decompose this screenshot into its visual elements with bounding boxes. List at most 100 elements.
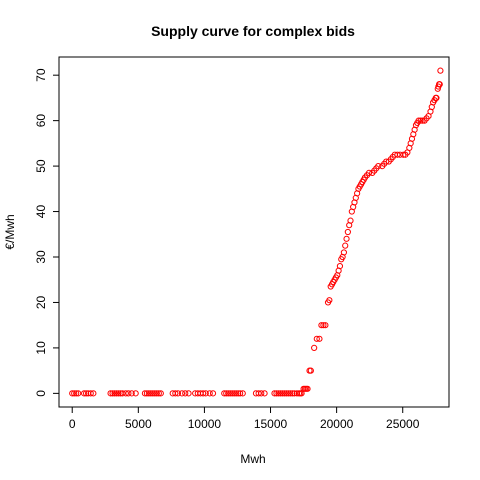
- data-point: [174, 390, 182, 397]
- data-point: [122, 390, 129, 397]
- data-point: [287, 390, 294, 397]
- data-point: [147, 390, 154, 397]
- data-point: [223, 390, 230, 397]
- data-point: [200, 390, 207, 397]
- data-point: [347, 217, 354, 224]
- data-point: [149, 390, 156, 397]
- data-point: [281, 390, 288, 397]
- data-point: [417, 117, 424, 124]
- data-point: [279, 390, 286, 397]
- data-point: [182, 390, 189, 397]
- data-point: [151, 390, 158, 397]
- data-point: [128, 390, 135, 397]
- data-point: [239, 390, 246, 397]
- data-point: [343, 235, 350, 242]
- data-point: [316, 335, 323, 342]
- data-point: [155, 390, 162, 397]
- data-point: [202, 390, 209, 397]
- y-tick-label: 60: [34, 114, 48, 128]
- data-point: [125, 390, 132, 397]
- data-point: [394, 151, 401, 158]
- data-point: [433, 94, 440, 102]
- data-point: [311, 344, 318, 352]
- data-point: [81, 390, 88, 397]
- data-point: [261, 390, 268, 397]
- data-point: [289, 390, 296, 397]
- y-tick-label: 0: [34, 390, 48, 397]
- data-point: [71, 390, 78, 397]
- x-axis: 0 5000 10000 15000 20000 25000: [69, 406, 420, 431]
- x-tick-label: 25000: [386, 417, 420, 431]
- y-axis-label: €/Mwh: [3, 214, 17, 249]
- data-point: [340, 249, 347, 256]
- data-point: [255, 390, 262, 397]
- data-point: [437, 67, 444, 74]
- x-tick-label: 0: [69, 417, 76, 431]
- x-tick-label: 10000: [188, 417, 222, 431]
- y-tick-label: 50: [34, 159, 48, 173]
- data-point: [83, 390, 90, 397]
- data-point: [75, 390, 82, 397]
- y-axis: 0 10 20 30 40 50 60 70: [34, 68, 60, 397]
- data-point: [375, 162, 382, 170]
- data-point: [107, 390, 114, 397]
- data-point: [322, 322, 329, 329]
- data-point: [145, 390, 152, 397]
- data-point: [285, 390, 292, 397]
- data-point: [365, 169, 373, 177]
- data-point: [318, 322, 325, 329]
- data-point: [304, 385, 311, 392]
- data-point: [141, 390, 149, 397]
- data-point: [69, 390, 76, 397]
- y-tick-label: 70: [34, 68, 48, 82]
- data-point: [143, 390, 151, 397]
- data-point: [313, 335, 320, 342]
- data-point: [235, 390, 242, 397]
- data-point: [271, 390, 278, 397]
- data-points: [69, 67, 444, 397]
- data-point: [115, 390, 122, 397]
- chart-title: Supply curve for complex bids: [151, 23, 355, 39]
- data-point: [209, 390, 217, 397]
- data-point: [111, 390, 118, 397]
- data-point: [277, 390, 284, 397]
- data-point: [185, 390, 192, 397]
- data-point: [233, 390, 240, 397]
- data-point: [227, 390, 234, 397]
- data-point: [273, 390, 280, 397]
- data-point: [178, 390, 186, 397]
- data-point: [344, 228, 351, 236]
- y-tick-label: 30: [34, 250, 48, 264]
- data-point: [87, 390, 94, 397]
- data-point: [157, 390, 164, 397]
- data-point: [221, 390, 228, 397]
- data-point: [225, 390, 232, 397]
- data-point: [90, 390, 97, 397]
- data-point: [206, 390, 213, 397]
- data-point: [336, 262, 344, 270]
- data-point: [326, 297, 333, 304]
- data-point: [172, 390, 179, 397]
- data-point: [153, 390, 160, 397]
- data-point: [307, 367, 314, 374]
- data-point: [132, 390, 139, 397]
- data-point: [342, 242, 349, 249]
- y-tick-label: 10: [34, 341, 48, 355]
- x-tick-label: 20000: [320, 417, 354, 431]
- x-axis-label: Mwh: [240, 452, 265, 466]
- data-point: [231, 390, 238, 397]
- data-point: [113, 390, 120, 397]
- data-point: [436, 81, 443, 88]
- x-tick-label: 5000: [125, 417, 152, 431]
- data-point: [320, 322, 327, 329]
- data-point: [283, 390, 290, 397]
- data-point: [237, 390, 244, 397]
- y-tick-label: 40: [34, 205, 48, 219]
- data-point: [109, 390, 116, 397]
- x-tick-label: 15000: [254, 417, 288, 431]
- data-point: [293, 390, 301, 397]
- data-point: [275, 390, 282, 397]
